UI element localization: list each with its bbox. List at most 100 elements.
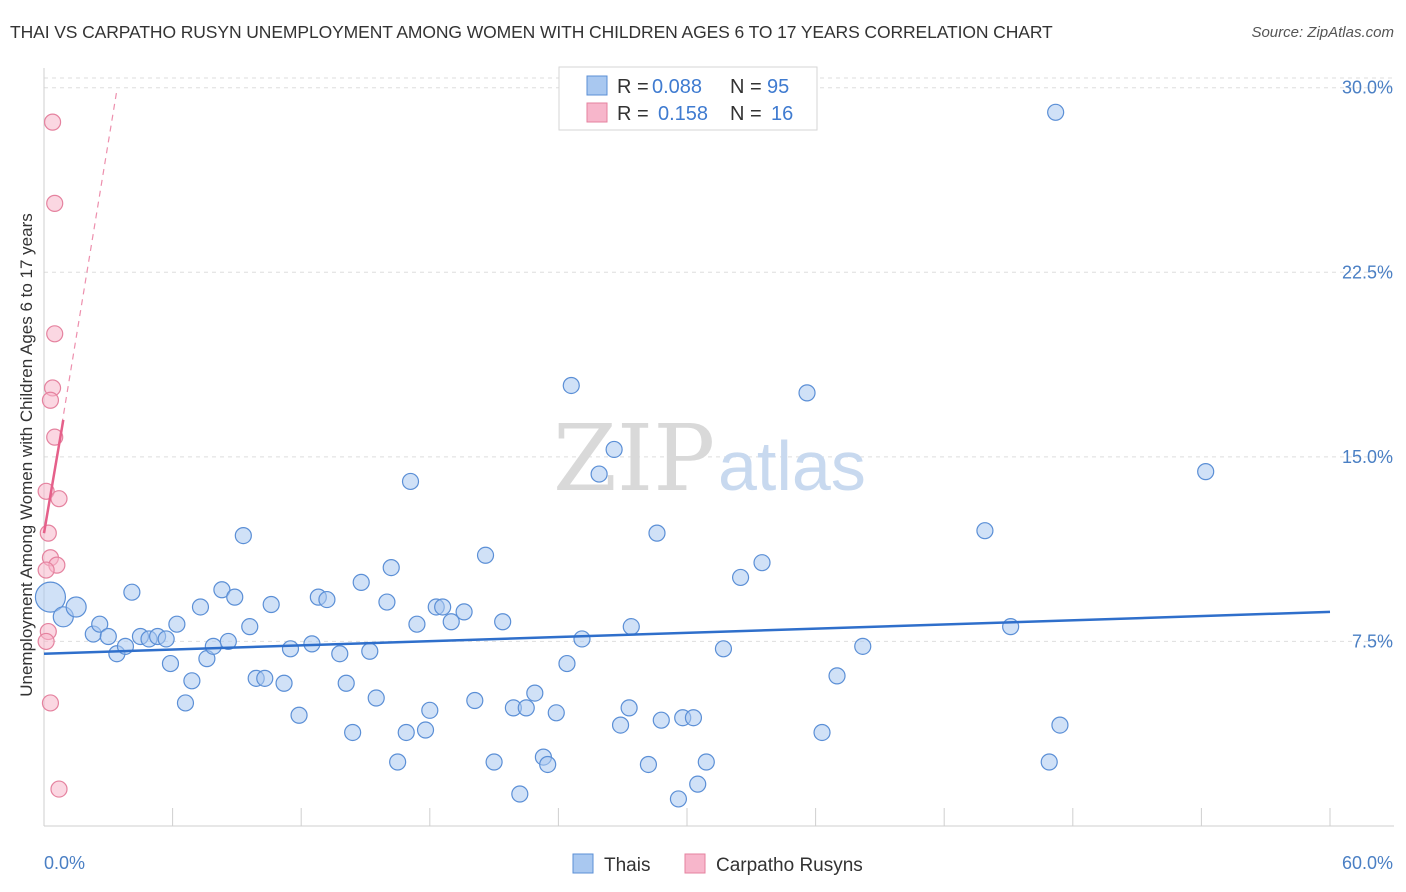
- thais-n-value: 95: [767, 76, 789, 98]
- thais-point: [416, 721, 435, 739]
- series-legend-swatch-rusyns: [684, 853, 706, 874]
- carpatho-rusyns-trend-extension: [43, 90, 118, 534]
- stats-legend: R = 0.088 N = 95 R = 0.158 N = 16: [558, 66, 818, 131]
- thais-point: [485, 753, 503, 771]
- thais-point: [976, 522, 994, 540]
- thais-point: [331, 645, 349, 663]
- thais-point: [1051, 716, 1069, 734]
- carpatho-rusyns-point: [50, 780, 68, 798]
- thais-point: [262, 595, 280, 614]
- thais-point: [241, 618, 259, 636]
- rusyns-n-value: 16: [771, 103, 793, 125]
- thais-point: [256, 669, 274, 687]
- thais-point: [421, 701, 439, 719]
- x-tick-min: 0.0%: [44, 853, 85, 873]
- thais-point: [511, 785, 529, 803]
- thais-point: [648, 524, 666, 542]
- thais-point: [539, 755, 557, 774]
- thais-point: [684, 709, 703, 727]
- carpatho-rusyns-trend-line: [42, 419, 65, 534]
- thais-point: [1040, 753, 1058, 771]
- x-tick-labels: 0.0% 60.0%: [44, 853, 1393, 873]
- carpatho-rusyns-point: [39, 524, 57, 542]
- y-tick-labels: 7.5% 15.0% 22.5% 30.0%: [1342, 78, 1393, 652]
- thais-point: [281, 640, 300, 658]
- thais-point: [562, 376, 580, 395]
- thais-point: [367, 689, 385, 707]
- y-tick-label: 15.0%: [1342, 447, 1393, 467]
- thais-point: [605, 440, 623, 459]
- y-tick-label: 7.5%: [1352, 631, 1393, 651]
- thais-point: [622, 618, 640, 636]
- thais-point: [219, 632, 237, 651]
- thais-point: [558, 654, 576, 673]
- thais-point: [168, 615, 186, 633]
- thais-point: [99, 627, 117, 646]
- thais-point: [1197, 463, 1215, 481]
- thais-point: [526, 684, 544, 702]
- thais-point: [813, 723, 831, 742]
- thais-point: [401, 472, 420, 491]
- thais-trend-line: [43, 610, 1331, 655]
- rusyns-r-label: R =: [617, 103, 649, 125]
- thais-point: [476, 546, 495, 564]
- y-tick-label: 22.5%: [1342, 262, 1393, 282]
- source-label: Source: ZipAtlas.com: [1251, 24, 1394, 41]
- thais-point: [204, 637, 222, 655]
- thais-point: [854, 637, 872, 655]
- thais-point: [442, 613, 460, 631]
- y-tick-label: 30.0%: [1342, 78, 1393, 98]
- thais-point: [65, 596, 87, 618]
- thais-point: [213, 581, 231, 599]
- carpatho-rusyns-point: [37, 561, 55, 579]
- watermark-atlas: atlas: [718, 427, 866, 505]
- thais-point: [290, 706, 308, 724]
- carpatho-rusyns-point: [43, 113, 62, 131]
- thais-point: [34, 581, 67, 613]
- thais-point: [234, 526, 252, 545]
- thais-point: [408, 615, 426, 633]
- chart-title: THAI VS CARPATHO RUSYN UNEMPLOYMENT AMON…: [10, 22, 1053, 42]
- thais-point: [652, 711, 670, 729]
- carpatho-rusyns-point: [41, 391, 60, 409]
- thais-point: [466, 691, 484, 710]
- thais-point: [318, 590, 336, 609]
- thais-point: [620, 699, 638, 717]
- trend-lines: [42, 90, 1331, 655]
- legend-swatch-rusyns: [586, 102, 608, 123]
- thais-point: [91, 615, 109, 633]
- carpatho-rusyns-point: [50, 490, 68, 508]
- watermark: ZIP atlas: [553, 405, 866, 512]
- thais-r-label: R =: [617, 76, 649, 98]
- thais-point: [828, 667, 846, 685]
- carpatho-rusyns-point: [46, 194, 64, 212]
- thais-point: [573, 630, 591, 648]
- series-legend-rusyns: Carpatho Rusyns: [716, 855, 863, 876]
- rusyns-n-label: N =: [730, 103, 762, 125]
- thais-point: [226, 588, 244, 606]
- thais-point: [753, 554, 771, 572]
- thais-point: [389, 753, 407, 771]
- axes: [43, 68, 1394, 827]
- thais-point: [183, 672, 201, 690]
- x-tick-max: 60.0%: [1342, 853, 1393, 873]
- thais-point: [639, 755, 658, 774]
- thais-n-label: N =: [730, 76, 762, 98]
- thais-point: [798, 384, 816, 402]
- thais-point: [337, 674, 355, 692]
- rusyns-r-value: 0.158: [658, 103, 708, 125]
- thais-point: [352, 573, 370, 591]
- thais-point: [397, 723, 415, 742]
- thais-point: [494, 613, 512, 631]
- thais-point: [176, 694, 195, 712]
- data-points: [34, 103, 1215, 808]
- thais-point: [697, 753, 715, 771]
- thais-point: [547, 704, 565, 722]
- thais-point: [361, 642, 379, 660]
- thais-point: [191, 598, 210, 616]
- thais-point: [517, 699, 535, 717]
- thais-point: [123, 583, 141, 601]
- series-legend: Thais Carpatho Rusyns: [572, 853, 863, 876]
- thais-point: [275, 674, 293, 692]
